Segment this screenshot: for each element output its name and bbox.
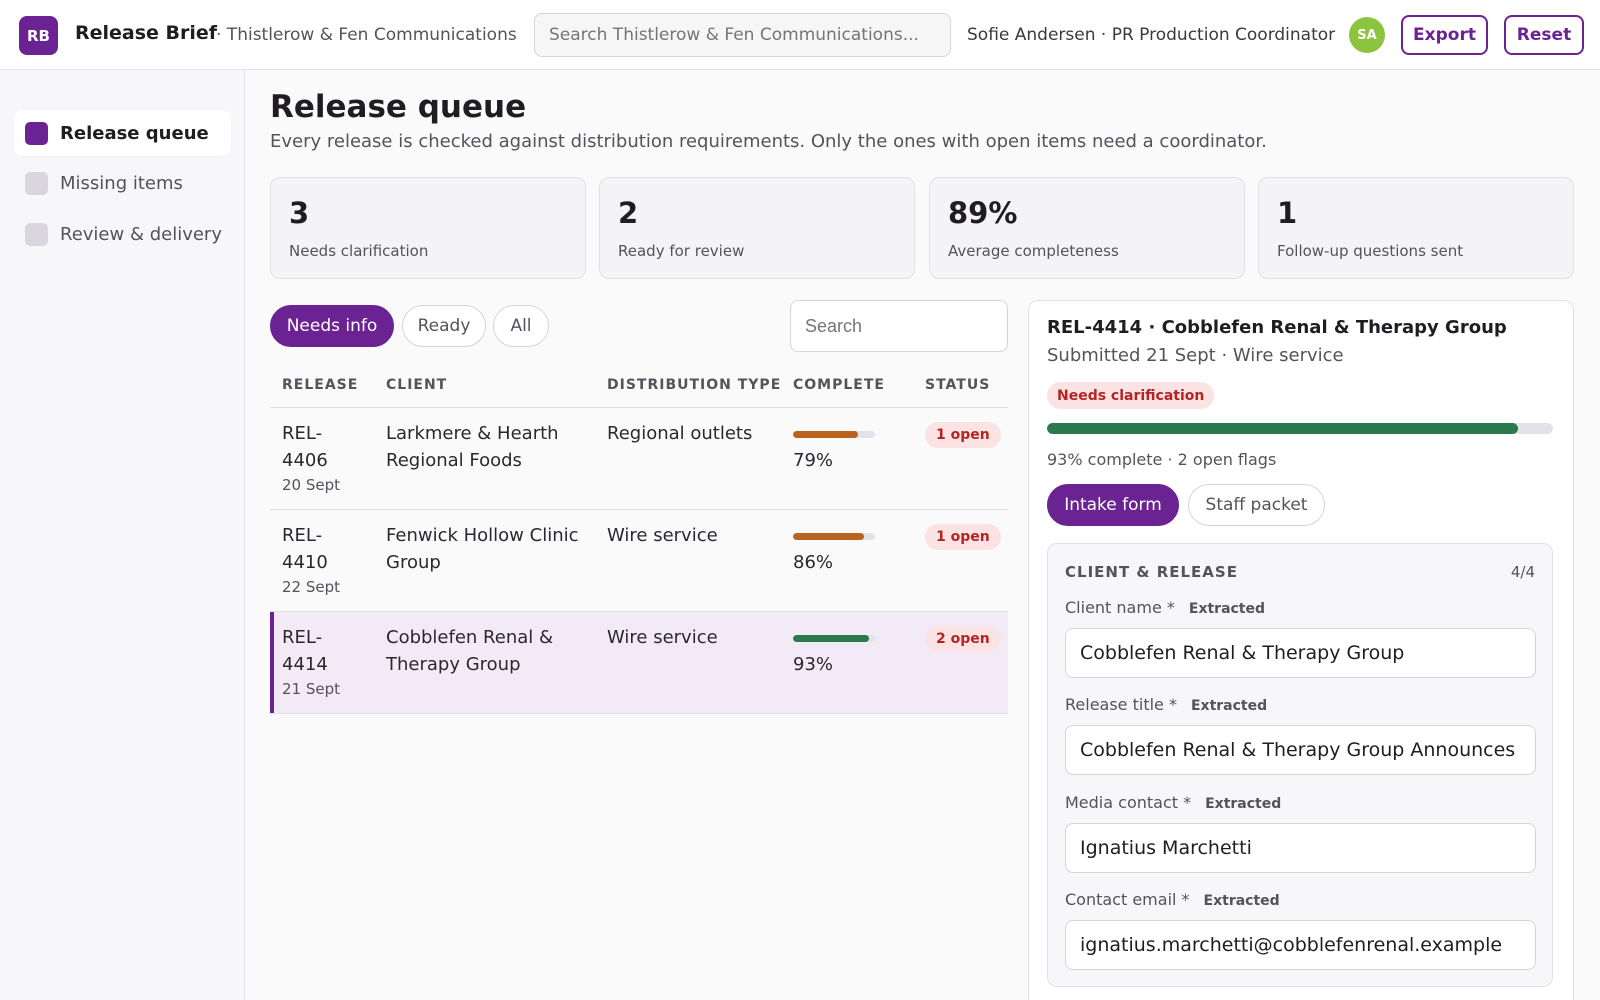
distribution-type: Wire service <box>607 525 718 546</box>
table-row[interactable]: REL- 4410 22 Sept Fenwick Hollow Clinic Gr… <box>270 510 1008 611</box>
detail-title: REL-4414 · Cobblefen Renal & Therapy Gro… <box>1047 317 1507 338</box>
column-header-release: RELEASE <box>282 377 359 393</box>
stat-card-needs-clarification: 3 Needs clarification <box>270 177 586 279</box>
page-subtitle: Every release is checked against distrib… <box>270 131 1267 152</box>
field-label: Contact email * Extracted <box>1065 890 1280 909</box>
section-count: 4/4 <box>1510 563 1535 581</box>
client-name: Fenwick Hollow Clinic Group <box>386 525 579 573</box>
completeness-value: 79% <box>793 450 834 471</box>
app-name: Release Brief <box>75 22 218 44</box>
release-title-field[interactable] <box>1065 725 1536 775</box>
sidebar-item-label: Missing items <box>60 172 183 194</box>
global-search-input[interactable] <box>534 13 951 57</box>
extracted-tag: Extracted <box>1205 796 1282 812</box>
status-badge: 2 open <box>925 626 1001 652</box>
stat-label: Needs clarification <box>289 242 429 260</box>
release-queue-icon <box>25 121 48 145</box>
stat-card-ready-for-review: 2 Ready for review <box>599 177 915 279</box>
client-name-field[interactable] <box>1065 628 1536 678</box>
sidebar: Release queue Missing items Review & del… <box>0 70 245 1000</box>
completeness-bar-fill <box>793 431 858 438</box>
completeness-bar <box>793 635 875 642</box>
stat-value: 89% <box>948 196 1018 230</box>
export-button[interactable]: Export <box>1401 15 1488 55</box>
completeness-progress-fill <box>1047 423 1518 434</box>
client-name: Larkmere & Hearth Regional Foods <box>386 423 559 471</box>
column-header-client: CLIENT <box>386 377 448 393</box>
stat-label: Follow-up questions sent <box>1277 242 1464 260</box>
tab-staff-packet[interactable]: Staff packet <box>1188 484 1325 526</box>
release-date: 21 Sept <box>282 680 341 698</box>
detail-panel: REL-4414 · Cobblefen Renal & Therapy Gro… <box>1028 300 1574 1000</box>
app-logo: RB <box>19 16 58 55</box>
release-id: REL- 4410 <box>282 525 328 573</box>
stat-value: 3 <box>289 196 310 230</box>
table-search-input[interactable] <box>790 300 1008 352</box>
status-badge: 1 open <box>925 524 1001 550</box>
page-title: Release queue <box>270 89 527 125</box>
org-name: · Thistlerow & Fen Communications <box>216 25 517 45</box>
table-divider <box>270 611 1008 612</box>
tab-intake-form[interactable]: Intake form <box>1047 484 1179 526</box>
column-header-status: STATUS <box>925 377 991 393</box>
field-label: Release title * Extracted <box>1065 695 1268 714</box>
filter-all[interactable]: All <box>493 305 549 347</box>
stat-label: Average completeness <box>948 242 1119 260</box>
extracted-tag: Extracted <box>1190 698 1268 714</box>
sidebar-item-release-queue[interactable]: Release queue <box>14 110 231 156</box>
extracted-tag: Extracted <box>1188 601 1266 617</box>
column-header-distribution-type: DISTRIBUTION TYPE <box>607 377 782 393</box>
reset-button[interactable]: Reset <box>1504 15 1584 55</box>
completeness-bar-fill <box>793 635 870 642</box>
completeness-bar <box>793 431 875 438</box>
table-divider <box>270 509 1008 510</box>
contact-email-field[interactable] <box>1065 920 1536 970</box>
client-name: Cobblefen Renal & Therapy Group <box>386 627 554 675</box>
detail-meta: 93% complete · 2 open flags <box>1047 450 1277 469</box>
stat-value: 1 <box>1277 196 1298 230</box>
completeness-bar <box>793 533 875 540</box>
sidebar-item-review-delivery[interactable]: Review & delivery <box>14 211 231 257</box>
extracted-tag: Extracted <box>1203 893 1280 909</box>
sidebar-item-missing-items[interactable]: Missing items <box>14 160 231 206</box>
media-contact-field[interactable] <box>1065 823 1536 873</box>
stat-card-follow-up-questions: 1 Follow-up questions sent <box>1258 177 1574 279</box>
review-delivery-icon <box>25 222 48 246</box>
column-header-complete: COMPLETE <box>793 377 885 393</box>
release-id: REL- 4406 <box>282 423 328 471</box>
release-id: REL- 4414 <box>282 627 328 675</box>
sidebar-item-label: Review & delivery <box>60 223 222 245</box>
completeness-value: 86% <box>793 552 834 573</box>
stat-label: Ready for review <box>618 242 745 260</box>
field-label: Client name * Extracted <box>1065 598 1266 617</box>
table-divider <box>270 713 1008 714</box>
completeness-progress-bar <box>1047 423 1553 434</box>
release-date: 22 Sept <box>282 578 341 596</box>
sidebar-item-label: Release queue <box>60 122 209 144</box>
distribution-type: Wire service <box>607 627 718 648</box>
section-title: CLIENT & RELEASE <box>1065 563 1238 581</box>
top-bar: RB Release Brief · Thistlerow & Fen Comm… <box>0 0 1600 70</box>
filter-ready[interactable]: Ready <box>402 305 486 347</box>
distribution-type: Regional outlets <box>607 423 753 444</box>
status-badge: 1 open <box>925 422 1001 448</box>
completeness-value: 93% <box>793 654 834 675</box>
stat-value: 2 <box>618 196 639 230</box>
release-date: 20 Sept <box>282 476 341 494</box>
table-row-selected[interactable]: REL- 4414 21 Sept Cobblefen Renal & Therap… <box>270 612 1008 713</box>
table-divider <box>270 407 1008 408</box>
field-label: Media contact * Extracted <box>1065 793 1282 812</box>
avatar[interactable]: SA <box>1349 17 1385 53</box>
stat-card-average-completeness: 89% Average completeness <box>929 177 1245 279</box>
user-label: Sofie Andersen · PR Production Coordinat… <box>967 25 1336 45</box>
client-release-section: CLIENT & RELEASE 4/4 Client name * Extrac… <box>1047 543 1553 987</box>
status-badge: Needs clarification <box>1047 382 1215 409</box>
missing-items-icon <box>25 171 48 195</box>
filter-needs-info[interactable]: Needs info <box>270 305 394 347</box>
detail-subtitle: Submitted 21 Sept · Wire service <box>1047 345 1344 366</box>
completeness-bar-fill <box>793 533 864 540</box>
table-row[interactable]: REL- 4406 20 Sept Larkmere & Hearth Region… <box>270 408 1008 509</box>
